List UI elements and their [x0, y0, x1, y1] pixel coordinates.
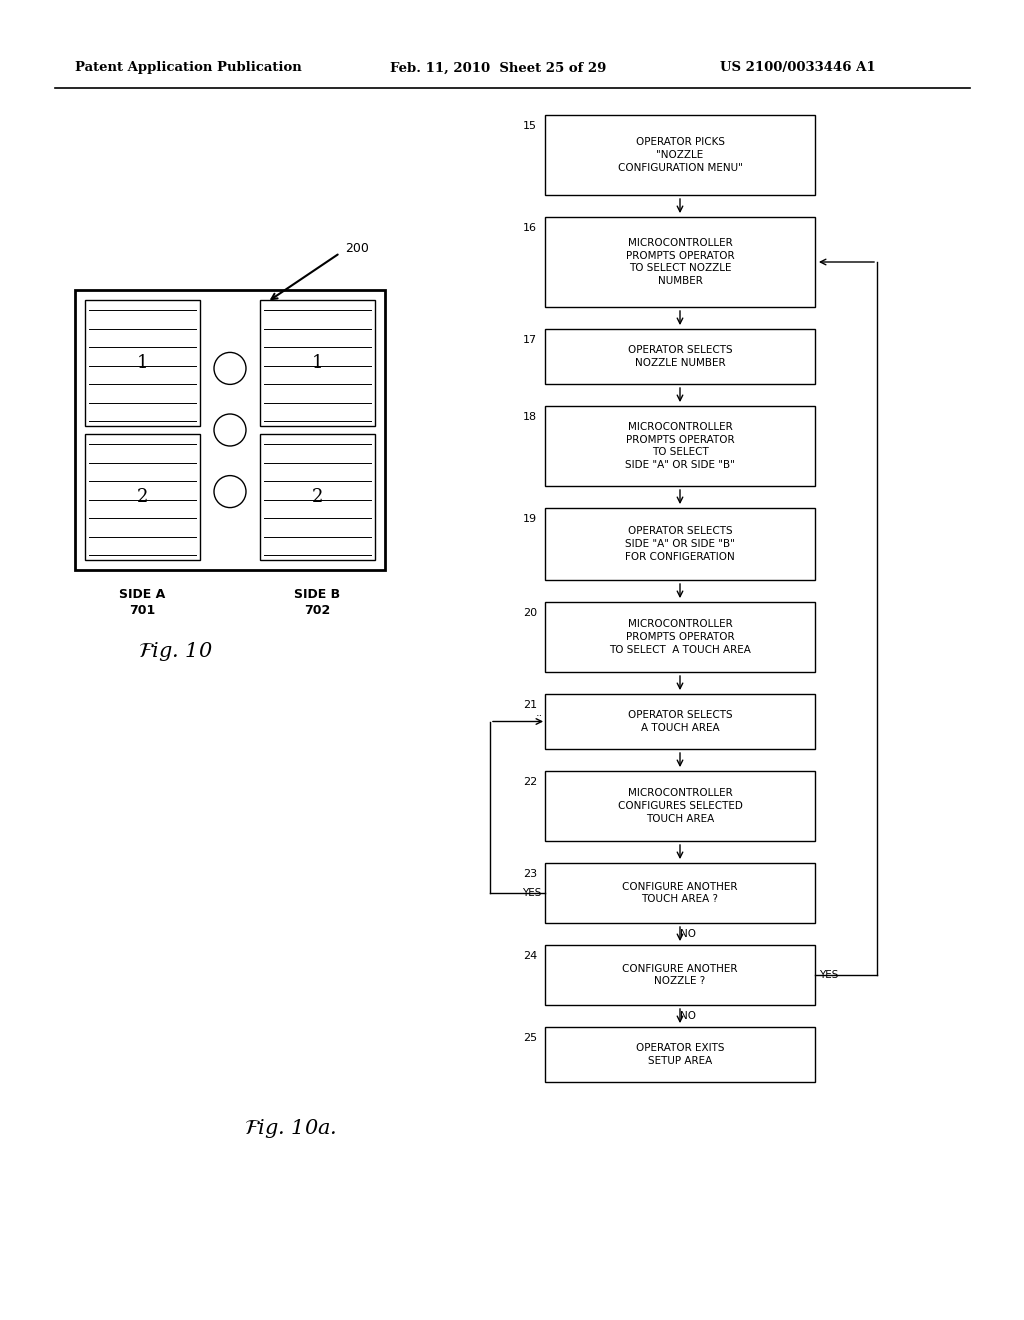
Text: 22: 22	[522, 777, 537, 787]
Bar	[75, 290, 385, 570]
Bar	[85, 300, 200, 426]
Text: Patent Application Publication: Patent Application Publication	[75, 62, 302, 74]
Text: YES: YES	[819, 970, 839, 979]
Bar	[545, 945, 815, 1005]
Text: OPERATOR SELECTS
A TOUCH AREA: OPERATOR SELECTS A TOUCH AREA	[628, 710, 732, 733]
Text: MICROCONTROLLER
PROMPTS OPERATOR
TO SELECT
SIDE "A" OR SIDE "B": MICROCONTROLLER PROMPTS OPERATOR TO SELE…	[625, 422, 735, 470]
Text: Feb. 11, 2010  Sheet 25 of 29: Feb. 11, 2010 Sheet 25 of 29	[390, 62, 606, 74]
Bar	[545, 1027, 815, 1082]
Text: OPERATOR SELECTS
NOZZLE NUMBER: OPERATOR SELECTS NOZZLE NUMBER	[628, 345, 732, 368]
Text: SIDE A: SIDE A	[120, 587, 166, 601]
Text: 701: 701	[129, 605, 156, 616]
Text: 18: 18	[523, 412, 537, 422]
Text: 25: 25	[523, 1034, 537, 1043]
Text: MICROCONTROLLER
CONFIGURES SELECTED
TOUCH AREA: MICROCONTROLLER CONFIGURES SELECTED TOUC…	[617, 788, 742, 824]
Text: CONFIGURE ANOTHER
TOUCH AREA ?: CONFIGURE ANOTHER TOUCH AREA ?	[623, 882, 737, 904]
Text: 24: 24	[522, 950, 537, 961]
Text: YES: YES	[521, 888, 541, 898]
Text: MICROCONTROLLER
PROMPTS OPERATOR
TO SELECT NOZZLE
NUMBER: MICROCONTROLLER PROMPTS OPERATOR TO SELE…	[626, 238, 734, 286]
Text: 17: 17	[523, 335, 537, 345]
Text: 21: 21	[523, 700, 537, 710]
Text: 16: 16	[523, 223, 537, 234]
Text: NO: NO	[680, 1011, 696, 1020]
Bar	[545, 329, 815, 384]
Bar	[545, 508, 815, 579]
Bar	[545, 602, 815, 672]
Text: CONFIGURE ANOTHER
NOZZLE ?: CONFIGURE ANOTHER NOZZLE ?	[623, 964, 737, 986]
Text: 23: 23	[523, 869, 537, 879]
Bar	[260, 300, 375, 426]
Text: 2: 2	[137, 488, 148, 506]
Bar	[85, 434, 200, 560]
Text: OPERATOR SELECTS
SIDE "A" OR SIDE "B"
FOR CONFIGERATION: OPERATOR SELECTS SIDE "A" OR SIDE "B" FO…	[625, 527, 735, 562]
Text: 15: 15	[523, 121, 537, 131]
Text: $\mathcal{F}$ig. 10: $\mathcal{F}$ig. 10	[137, 640, 212, 663]
Bar	[545, 694, 815, 748]
Bar	[545, 216, 815, 308]
Text: 1: 1	[311, 354, 324, 372]
Text: 19: 19	[523, 513, 537, 524]
Bar	[545, 863, 815, 923]
Text: OPERATOR EXITS
SETUP AREA: OPERATOR EXITS SETUP AREA	[636, 1043, 724, 1067]
Text: ..: ..	[536, 709, 543, 718]
Text: 702: 702	[304, 605, 331, 616]
Bar	[260, 434, 375, 560]
Text: MICROCONTROLLER
PROMPTS OPERATOR
TO SELECT  A TOUCH AREA: MICROCONTROLLER PROMPTS OPERATOR TO SELE…	[609, 619, 751, 655]
Text: 200: 200	[345, 242, 369, 255]
Text: 1: 1	[137, 354, 148, 372]
Bar	[545, 115, 815, 195]
Text: NO: NO	[680, 929, 696, 939]
Text: $\mathcal{F}$ig. 10a.: $\mathcal{F}$ig. 10a.	[244, 1117, 336, 1140]
Text: 2: 2	[312, 488, 324, 506]
Text: 20: 20	[523, 609, 537, 618]
Bar	[545, 407, 815, 486]
Bar	[545, 771, 815, 841]
Text: OPERATOR PICKS
"NOZZLE
CONFIGURATION MENU": OPERATOR PICKS "NOZZLE CONFIGURATION MEN…	[617, 137, 742, 173]
Text: SIDE B: SIDE B	[295, 587, 341, 601]
Text: US 2100/0033446 A1: US 2100/0033446 A1	[720, 62, 876, 74]
